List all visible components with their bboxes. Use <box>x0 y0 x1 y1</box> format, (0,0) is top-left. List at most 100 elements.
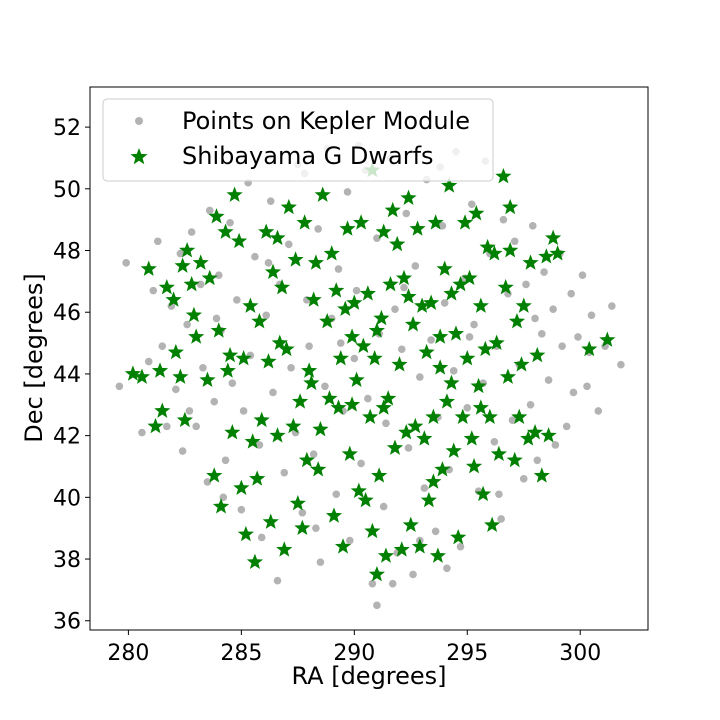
g-dwarf-star <box>271 334 288 350</box>
g-dwarf-star <box>350 482 367 499</box>
kepler-point <box>144 357 153 366</box>
kepler-point <box>397 345 406 354</box>
g-dwarf-star <box>420 491 437 508</box>
kepler-point <box>314 225 322 233</box>
g-dwarf-star <box>488 334 505 350</box>
g-dwarf-star <box>427 214 444 230</box>
kepler-point <box>526 400 535 409</box>
g-dwarf-star <box>407 417 424 434</box>
g-dwarf-star <box>221 346 239 363</box>
kepler-point <box>427 336 435 344</box>
kepler-point <box>178 447 187 455</box>
g-dwarf-star <box>289 495 306 511</box>
g-dwarf-star <box>393 541 410 557</box>
g-dwarf-star <box>402 516 419 532</box>
g-dwarf-star <box>212 498 230 514</box>
g-dwarf-star <box>540 427 557 443</box>
g-dwarf-star <box>456 214 474 230</box>
kepler-point <box>499 215 508 224</box>
g-dwarf-star <box>423 294 440 310</box>
kepler-point <box>574 333 582 341</box>
legend-label-g-dwarfs: Shibayama G Dwarfs <box>182 142 434 170</box>
plot-frame <box>89 86 649 631</box>
g-dwarf-star <box>167 343 184 360</box>
x-tick-label: 290 <box>333 641 375 666</box>
g-dwarf-star <box>244 433 261 449</box>
kepler-point <box>549 305 557 313</box>
kepler-point <box>531 314 539 323</box>
kepler-point <box>497 515 505 523</box>
g-dwarf-star <box>319 312 336 329</box>
kepler-point <box>199 363 207 372</box>
g-dwarf-star <box>357 491 374 508</box>
g-dwarf-star <box>400 189 417 205</box>
kepler-point <box>382 419 390 428</box>
g-dwarf-star <box>481 408 498 424</box>
g-dwarf-star <box>172 368 189 384</box>
g-dwarf-star <box>192 254 209 270</box>
g-dwarf-star <box>529 346 546 363</box>
kepler-point <box>269 388 277 397</box>
g-dwarf-star <box>475 485 492 502</box>
g-dwarf-star <box>533 467 550 483</box>
g-dwarf-star <box>269 229 286 246</box>
g-dwarf-star <box>362 408 379 424</box>
kepler-point <box>373 234 381 242</box>
g-dwarf-star <box>217 223 234 239</box>
g-dwarf-star <box>391 356 408 372</box>
g-dwarf-star <box>468 204 485 221</box>
kepler-point <box>266 197 275 205</box>
g-dwarf-star <box>285 417 302 434</box>
g-dwarf-star <box>348 371 365 387</box>
g-dwarf-star <box>545 229 562 246</box>
g-dwarf-star <box>373 309 390 326</box>
g-dwarf-star <box>522 254 539 270</box>
legend-marker-kepler-points <box>135 117 143 125</box>
kepler-point <box>149 286 158 295</box>
g-dwarf-star <box>185 306 202 323</box>
g-dwarf-star <box>513 356 530 372</box>
g-dwarf-star <box>499 368 517 384</box>
g-dwarf-star <box>495 167 512 184</box>
g-dwarf-star <box>438 393 456 409</box>
y-tick-label: 46 <box>53 301 81 326</box>
kepler-point <box>163 422 171 431</box>
g-dwarf-star <box>219 362 236 378</box>
g-dwarf-star <box>199 371 216 387</box>
g-dwarf-star <box>384 201 401 218</box>
g-dwarf-star <box>366 350 383 366</box>
g-dwarf-star <box>411 538 428 554</box>
g-dwarf-star <box>296 214 313 230</box>
g-dwarf-star <box>502 198 519 215</box>
g-dwarf-star <box>179 242 196 258</box>
g-dwarf-star <box>425 408 442 424</box>
g-dwarf-star <box>375 223 392 239</box>
kepler-point <box>470 320 478 329</box>
kepler-point <box>400 283 408 292</box>
g-dwarf-star <box>235 350 252 366</box>
g-dwarf-star <box>484 516 501 532</box>
kepler-point <box>298 508 307 517</box>
g-dwarf-star <box>201 269 218 286</box>
y-tick-label: 38 <box>53 548 81 573</box>
g-dwarf-star <box>334 538 352 554</box>
g-dwarf-star <box>486 245 503 261</box>
g-dwarf-star <box>321 390 338 406</box>
kepler-point <box>440 299 449 307</box>
kepler-point <box>411 262 420 270</box>
g-dwarf-star <box>249 470 266 486</box>
kepler-point <box>185 407 194 415</box>
g-dwarf-star <box>301 362 318 378</box>
g-dwarf-star <box>280 198 297 215</box>
g-dwarf-star <box>432 328 449 344</box>
g-dwarf-star <box>292 393 309 409</box>
kepler-point <box>608 302 616 310</box>
x-axis-label: RA [degrees] <box>291 662 446 690</box>
g-dwarf-star <box>436 260 453 276</box>
g-dwarf-star <box>434 461 451 477</box>
kepler-point <box>158 342 167 350</box>
g-dwarf-star <box>395 269 413 286</box>
g-dwarf-star <box>368 322 385 338</box>
kepler-point <box>138 428 146 437</box>
x-axis: 280 285 290 295 300 <box>107 630 601 666</box>
